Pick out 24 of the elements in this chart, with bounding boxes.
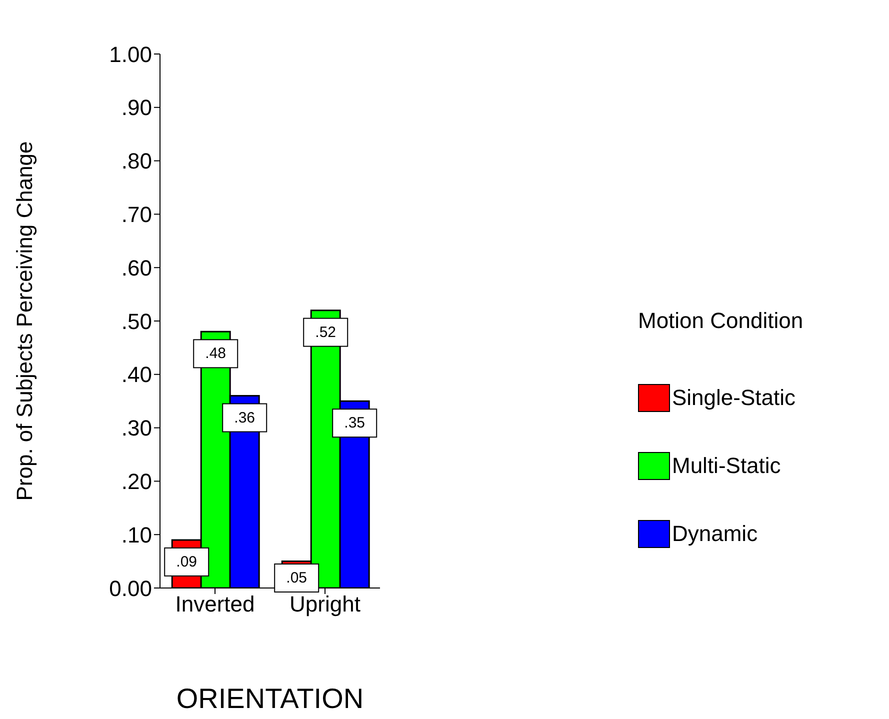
x-axis-title: ORIENTATION <box>176 683 364 714</box>
y-axis-title: Prop. of Subjects Perceiving Change <box>12 141 37 501</box>
y-tick-label: .90 <box>121 95 152 120</box>
data-label: .52 <box>315 324 336 341</box>
y-tick-label: .60 <box>121 255 152 280</box>
y-tick-label: .80 <box>121 148 152 174</box>
legend-title: Motion Condition <box>638 308 804 334</box>
y-tick-label: .10 <box>121 522 152 548</box>
y-tick-label: .70 <box>121 202 152 228</box>
legend-label: Dynamic <box>672 521 758 547</box>
y-tick-label: 0.00 <box>109 576 152 601</box>
data-label: .35 <box>344 414 366 432</box>
y-tick-label: .20 <box>121 469 152 494</box>
legend-label: Single-Static <box>672 385 796 411</box>
legend-label: Multi-Static <box>672 453 781 479</box>
data-label: .36 <box>234 409 256 426</box>
data-label: .09 <box>176 553 198 570</box>
y-tick-label: .30 <box>121 416 152 441</box>
y-tick-label: .50 <box>121 308 152 334</box>
data-label: .48 <box>205 345 226 362</box>
x-tick-label: Inverted <box>175 592 255 617</box>
y-tick-label: 1.00 <box>109 42 152 67</box>
x-tick-label: Upright <box>290 592 360 617</box>
y-tick-label: .40 <box>121 362 152 388</box>
